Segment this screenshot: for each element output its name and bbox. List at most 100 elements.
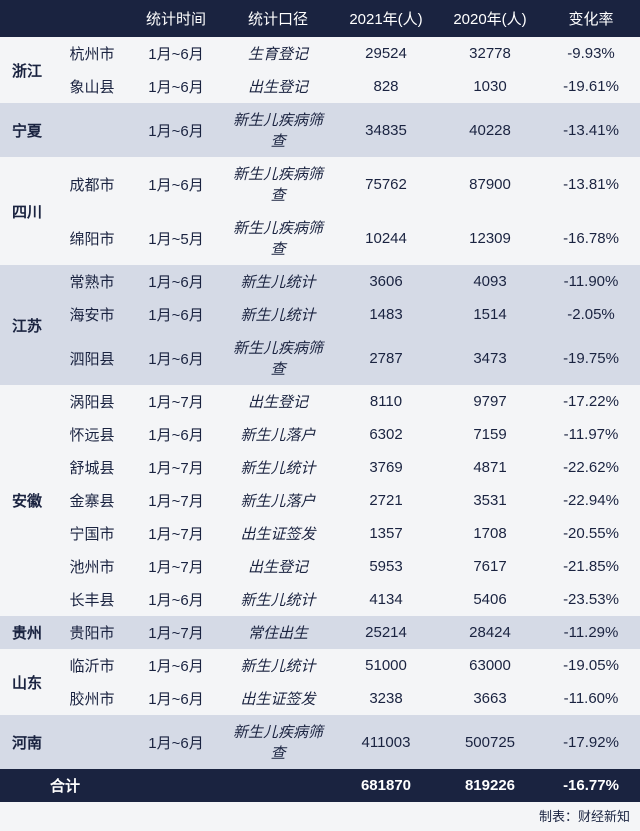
table-row: 宁夏1月~6月新生儿疾病筛查3483540228-13.41% — [0, 103, 640, 157]
y2021-cell: 6302 — [334, 418, 438, 451]
period-cell: 1月~7月 — [130, 451, 222, 484]
y2020-cell: 28424 — [438, 616, 542, 649]
change-cell: -21.85% — [542, 550, 640, 583]
change-cell: -22.94% — [542, 484, 640, 517]
metric-cell: 出生登记 — [222, 550, 334, 583]
y2021-cell: 411003 — [334, 715, 438, 769]
province-cell: 江苏 — [0, 265, 54, 385]
province-cell: 宁夏 — [0, 103, 54, 157]
change-cell: -11.97% — [542, 418, 640, 451]
period-cell: 1月~6月 — [130, 682, 222, 715]
y2020-cell: 63000 — [438, 649, 542, 682]
y2020-cell: 7159 — [438, 418, 542, 451]
city-cell: 象山县 — [54, 70, 130, 103]
y2020-cell: 5406 — [438, 583, 542, 616]
y2021-cell: 5953 — [334, 550, 438, 583]
province-cell: 贵州 — [0, 616, 54, 649]
metric-cell: 新生儿疾病筛查 — [222, 157, 334, 211]
metric-cell: 新生儿统计 — [222, 265, 334, 298]
metric-cell: 新生儿疾病筛查 — [222, 211, 334, 265]
table-row: 山东临沂市1月~6月新生儿统计5100063000-19.05% — [0, 649, 640, 682]
city-cell: 涡阳县 — [54, 385, 130, 418]
y2021-cell: 828 — [334, 70, 438, 103]
y2020-cell: 500725 — [438, 715, 542, 769]
city-cell: 胶州市 — [54, 682, 130, 715]
total-2021: 681870 — [334, 769, 438, 802]
y2020-cell: 1514 — [438, 298, 542, 331]
change-cell: -22.62% — [542, 451, 640, 484]
y2021-cell: 10244 — [334, 211, 438, 265]
table-row: 绵阳市1月~5月新生儿疾病筛查1024412309-16.78% — [0, 211, 640, 265]
y2021-cell: 75762 — [334, 157, 438, 211]
y2021-cell: 29524 — [334, 37, 438, 70]
y2021-cell: 2721 — [334, 484, 438, 517]
y2020-cell: 12309 — [438, 211, 542, 265]
period-cell: 1月~5月 — [130, 211, 222, 265]
th-metric: 统计口径 — [222, 0, 334, 37]
period-cell: 1月~6月 — [130, 298, 222, 331]
period-cell: 1月~7月 — [130, 616, 222, 649]
table-row: 河南1月~6月新生儿疾病筛查411003500725-17.92% — [0, 715, 640, 769]
table-row: 池州市1月~7月出生登记59537617-21.85% — [0, 550, 640, 583]
city-cell — [54, 715, 130, 769]
period-cell: 1月~6月 — [130, 331, 222, 385]
period-cell: 1月~6月 — [130, 715, 222, 769]
city-cell: 杭州市 — [54, 37, 130, 70]
th-change: 变化率 — [542, 0, 640, 37]
metric-cell: 出生登记 — [222, 70, 334, 103]
metric-cell: 新生儿落户 — [222, 484, 334, 517]
y2021-cell: 3769 — [334, 451, 438, 484]
y2021-cell: 3606 — [334, 265, 438, 298]
city-cell: 成都市 — [54, 157, 130, 211]
y2021-cell: 3238 — [334, 682, 438, 715]
metric-cell: 出生证签发 — [222, 682, 334, 715]
province-cell: 河南 — [0, 715, 54, 769]
city-cell: 怀远县 — [54, 418, 130, 451]
city-cell: 长丰县 — [54, 583, 130, 616]
total-label: 合计 — [0, 769, 130, 802]
y2020-cell: 87900 — [438, 157, 542, 211]
metric-cell: 新生儿疾病筛查 — [222, 715, 334, 769]
province-cell: 安徽 — [0, 385, 54, 616]
table-row: 四川成都市1月~6月新生儿疾病筛查7576287900-13.81% — [0, 157, 640, 211]
city-cell: 金寨县 — [54, 484, 130, 517]
y2020-cell: 4093 — [438, 265, 542, 298]
table-row: 金寨县1月~7月新生儿落户27213531-22.94% — [0, 484, 640, 517]
y2020-cell: 9797 — [438, 385, 542, 418]
th-2020: 2020年(人) — [438, 0, 542, 37]
y2021-cell: 51000 — [334, 649, 438, 682]
city-cell: 临沂市 — [54, 649, 130, 682]
period-cell: 1月~7月 — [130, 517, 222, 550]
th-city — [54, 0, 130, 37]
change-cell: -23.53% — [542, 583, 640, 616]
period-cell: 1月~6月 — [130, 418, 222, 451]
province-cell: 山东 — [0, 649, 54, 715]
change-cell: -13.81% — [542, 157, 640, 211]
province-cell: 浙江 — [0, 37, 54, 103]
metric-cell: 新生儿统计 — [222, 451, 334, 484]
period-cell: 1月~6月 — [130, 37, 222, 70]
province-cell: 四川 — [0, 157, 54, 265]
period-cell: 1月~6月 — [130, 70, 222, 103]
period-cell: 1月~6月 — [130, 157, 222, 211]
credit-line: 制表：财经新知 — [0, 802, 640, 831]
y2021-cell: 25214 — [334, 616, 438, 649]
change-cell: -19.61% — [542, 70, 640, 103]
y2021-cell: 34835 — [334, 103, 438, 157]
metric-cell: 出生登记 — [222, 385, 334, 418]
city-cell: 泗阳县 — [54, 331, 130, 385]
metric-cell: 新生儿落户 — [222, 418, 334, 451]
birth-stats-table: 统计时间 统计口径 2021年(人) 2020年(人) 变化率 浙江杭州市1月~… — [0, 0, 640, 802]
th-province — [0, 0, 54, 37]
city-cell: 常熟市 — [54, 265, 130, 298]
y2020-cell: 4871 — [438, 451, 542, 484]
y2020-cell: 3473 — [438, 331, 542, 385]
change-cell: -19.75% — [542, 331, 640, 385]
y2020-cell: 1030 — [438, 70, 542, 103]
table-row: 江苏常熟市1月~6月新生儿统计36064093-11.90% — [0, 265, 640, 298]
period-cell: 1月~7月 — [130, 550, 222, 583]
table-row: 安徽涡阳县1月~7月出生登记81109797-17.22% — [0, 385, 640, 418]
y2021-cell: 1357 — [334, 517, 438, 550]
table-row: 舒城县1月~7月新生儿统计37694871-22.62% — [0, 451, 640, 484]
total-row: 合计 681870 819226 -16.77% — [0, 769, 640, 802]
